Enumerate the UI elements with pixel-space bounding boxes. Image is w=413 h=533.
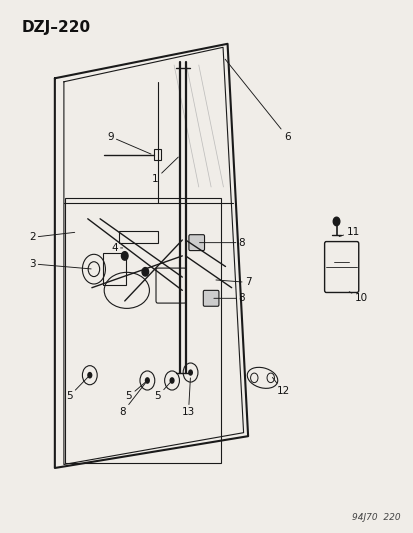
Text: 9: 9 (107, 132, 151, 154)
Text: 5: 5 (66, 377, 88, 401)
Circle shape (169, 377, 174, 384)
Text: 4: 4 (111, 243, 122, 253)
Circle shape (332, 217, 339, 225)
Text: 94J70  220: 94J70 220 (351, 513, 399, 522)
Circle shape (142, 268, 148, 276)
Text: 8: 8 (199, 238, 244, 248)
Bar (153, 149, 161, 160)
Circle shape (145, 377, 150, 384)
Text: 12: 12 (272, 377, 289, 396)
FancyBboxPatch shape (188, 235, 204, 251)
Bar (65, 198, 221, 463)
Text: 10: 10 (349, 292, 367, 303)
FancyBboxPatch shape (203, 290, 218, 306)
Text: 5: 5 (154, 383, 170, 401)
Text: 7: 7 (216, 277, 251, 287)
Text: 8: 8 (214, 293, 244, 303)
Text: 13: 13 (181, 378, 195, 417)
Text: 6: 6 (225, 59, 290, 142)
Circle shape (121, 252, 128, 260)
Bar (118, 231, 157, 243)
Circle shape (188, 369, 192, 376)
Text: 3: 3 (29, 259, 91, 269)
Text: 5: 5 (125, 382, 145, 401)
Text: DZJ–220: DZJ–220 (22, 20, 91, 35)
Text: 2: 2 (29, 232, 74, 243)
Text: 8: 8 (119, 383, 145, 417)
Circle shape (87, 372, 92, 378)
Text: 11: 11 (338, 227, 359, 237)
Text: 1: 1 (152, 157, 178, 184)
Bar (103, 253, 126, 286)
